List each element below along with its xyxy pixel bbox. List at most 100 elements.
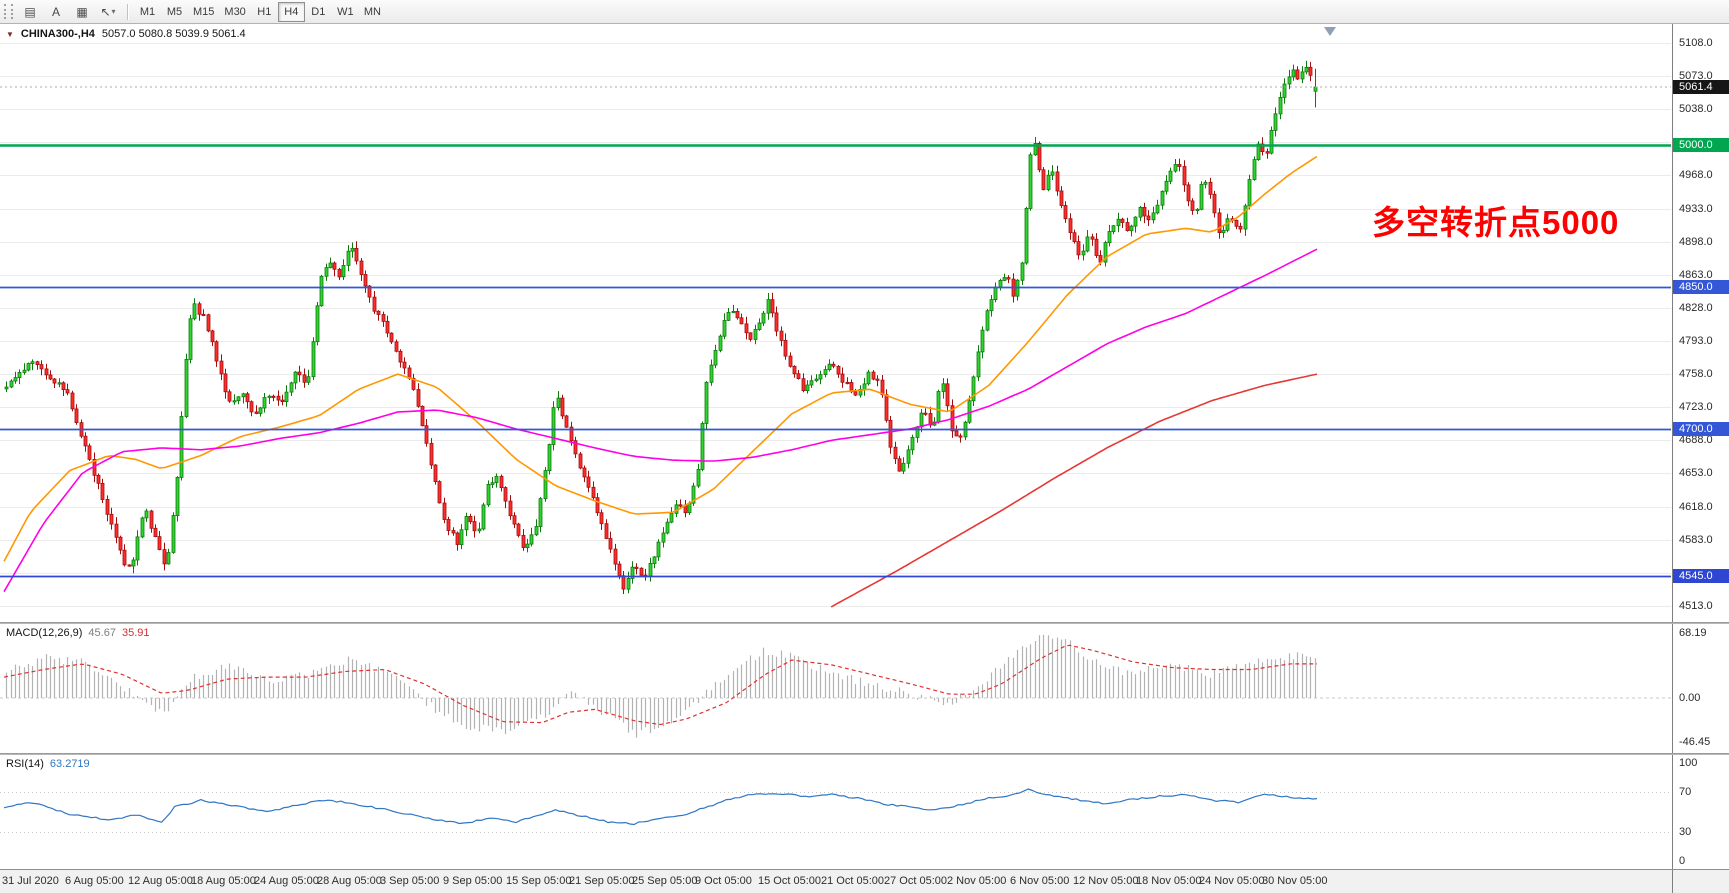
main-chart-panel: ▼ CHINA300-,H4 5057.0 5080.8 5039.9 5061… bbox=[0, 24, 1729, 622]
price-label: 4583.0 bbox=[1679, 533, 1713, 546]
time-label: 18 Aug 05:00 bbox=[191, 875, 256, 887]
tf-button-mn[interactable]: MN bbox=[359, 2, 386, 22]
time-label: 18 Nov 05:00 bbox=[1136, 875, 1202, 887]
time-label: 2 Nov 05:00 bbox=[947, 875, 1007, 887]
panel-splitter[interactable] bbox=[0, 753, 1729, 755]
rsi-scale-label: 30 bbox=[1679, 825, 1692, 838]
chart-annotation-text[interactable]: 多空转折点5000 bbox=[1372, 204, 1620, 241]
time-label: 24 Aug 05:00 bbox=[254, 875, 319, 887]
tf-button-m15[interactable]: M15 bbox=[188, 2, 219, 22]
level-price-badge: 4545.0 bbox=[1673, 568, 1729, 583]
price-label: 4618.0 bbox=[1679, 500, 1713, 513]
level-price-badge: 5000.0 bbox=[1673, 138, 1729, 153]
ohlc-values: 5057.0 5080.8 5039.9 5061.4 bbox=[101, 28, 246, 40]
chevron-down-icon: ▾ bbox=[111, 6, 116, 16]
rsi-scale-label: 70 bbox=[1679, 786, 1692, 799]
macd-panel: MACD(12,26,9) 45.67 35.91 68.19 0.00 -46.4… bbox=[0, 624, 1729, 753]
time-label: 31 Jul 2020 bbox=[2, 875, 59, 887]
macd-scale-label: 68.19 bbox=[1679, 627, 1707, 640]
price-label: 4688.0 bbox=[1679, 434, 1713, 447]
rsi-chart[interactable] bbox=[0, 755, 1671, 869]
macd-scale-label: -46.45 bbox=[1679, 736, 1711, 749]
toolbar-separator bbox=[127, 3, 128, 20]
chart-title: ▼ CHINA300-,H4 5057.0 5080.8 5039.9 5061… bbox=[6, 28, 246, 40]
macd-scale-label: 0.00 bbox=[1679, 691, 1701, 704]
toolbar-grip[interactable] bbox=[4, 4, 13, 19]
time-label: 6 Nov 05:00 bbox=[1010, 875, 1070, 887]
time-axis-corner bbox=[1672, 870, 1729, 893]
price-label: 4793.0 bbox=[1679, 334, 1713, 347]
rsi-plot[interactable]: RSI(14) 63.2719 bbox=[0, 755, 1672, 869]
tf-button-w1[interactable]: W1 bbox=[332, 2, 359, 22]
cursor-tool-button[interactable]: ↖ ▾ bbox=[96, 2, 120, 22]
text-label-button[interactable]: A bbox=[44, 2, 68, 22]
tf-button-m1[interactable]: M1 bbox=[134, 2, 161, 22]
rsi-label: RSI(14) 63.2719 bbox=[6, 758, 90, 770]
objects-icon: ▦ bbox=[76, 4, 88, 19]
level-price-badge: 4850.0 bbox=[1673, 280, 1729, 295]
objects-button[interactable]: ▦ bbox=[70, 2, 94, 22]
time-label: 15 Sep 05:00 bbox=[506, 875, 572, 887]
text-label-icon: A bbox=[51, 4, 60, 19]
tf-button-d1[interactable]: D1 bbox=[305, 2, 332, 22]
time-label: 15 Oct 05:00 bbox=[758, 875, 821, 887]
time-axis[interactable]: 31 Jul 2020 6 Aug 05:00 12 Aug 05:00 18 Aug… bbox=[0, 870, 1672, 893]
cursor-icon: ↖ bbox=[100, 4, 111, 19]
macd-label: MACD(12,26,9) 45.67 35.91 bbox=[6, 627, 149, 639]
macd-axis[interactable]: 68.19 0.00 -46.45 bbox=[1672, 624, 1729, 753]
price-label: 4513.0 bbox=[1679, 599, 1713, 612]
toolbar: ▤ A ▦ ↖ ▾ M1 M5 M15 M30 H1 H4 D1 W1 MN bbox=[0, 0, 1729, 24]
tf-button-m5[interactable]: M5 bbox=[161, 2, 188, 22]
rsi-panel: RSI(14) 63.2719 100 70 30 0 bbox=[0, 755, 1729, 869]
macd-plot[interactable]: MACD(12,26,9) 45.67 35.91 bbox=[0, 624, 1672, 753]
symbol-timeframe-label: CHINA300-,H4 bbox=[20, 28, 95, 40]
price-axis[interactable]: 5108.0 5073.0 5038.0 4968.0 4933.0 4898.0 4863… bbox=[1672, 24, 1729, 622]
rsi-name: RSI(14) bbox=[6, 758, 44, 770]
time-label: 27 Oct 05:00 bbox=[884, 875, 947, 887]
price-label: 5073.0 bbox=[1679, 70, 1713, 83]
time-label: 9 Sep 05:00 bbox=[443, 875, 503, 887]
macd-name: MACD(12,26,9) bbox=[6, 627, 83, 639]
macd-main-value: 45.67 bbox=[88, 627, 116, 639]
time-label: 12 Nov 05:00 bbox=[1073, 875, 1139, 887]
price-label: 4758.0 bbox=[1679, 368, 1713, 381]
time-label: 21 Oct 05:00 bbox=[821, 875, 884, 887]
price-label: 4968.0 bbox=[1679, 169, 1713, 182]
panel-splitter[interactable] bbox=[0, 622, 1729, 624]
macd-signal-value: 35.91 bbox=[121, 627, 150, 639]
time-label: 6 Aug 05:00 bbox=[65, 875, 124, 887]
price-label: 4898.0 bbox=[1679, 235, 1713, 248]
level-price-badge: 4700.0 bbox=[1673, 421, 1729, 436]
main-chart-plot[interactable]: ▼ CHINA300-,H4 5057.0 5080.8 5039.9 5061… bbox=[0, 24, 1672, 622]
tf-button-m30[interactable]: M30 bbox=[219, 2, 250, 22]
time-label: 21 Sep 05:00 bbox=[569, 875, 635, 887]
price-label: 5108.0 bbox=[1679, 36, 1713, 49]
price-label: 4828.0 bbox=[1679, 301, 1713, 314]
time-label: 24 Nov 05:00 bbox=[1199, 875, 1265, 887]
tf-button-h1[interactable]: H1 bbox=[251, 2, 278, 22]
time-axis-row: 31 Jul 2020 6 Aug 05:00 12 Aug 05:00 18 Aug… bbox=[0, 869, 1729, 893]
chart-grid-button[interactable]: ▤ bbox=[18, 2, 42, 22]
time-label: 30 Nov 05:00 bbox=[1262, 875, 1328, 887]
time-label: 12 Aug 05:00 bbox=[128, 875, 193, 887]
rsi-scale-label: 100 bbox=[1679, 757, 1698, 769]
price-label: 4653.0 bbox=[1679, 467, 1713, 480]
price-label: 5038.0 bbox=[1679, 103, 1713, 116]
rsi-value: 63.2719 bbox=[49, 758, 90, 770]
price-label: 4723.0 bbox=[1679, 401, 1713, 414]
macd-chart[interactable] bbox=[0, 624, 1671, 753]
rsi-axis[interactable]: 100 70 30 0 bbox=[1672, 755, 1729, 869]
timeframe-group: M1 M5 M15 M30 H1 H4 D1 W1 MN bbox=[134, 1, 386, 22]
time-label: 28 Aug 05:00 bbox=[317, 875, 382, 887]
price-label: 4933.0 bbox=[1679, 202, 1713, 215]
rsi-scale-label: 0 bbox=[1679, 855, 1686, 867]
tf-button-h4[interactable]: H4 bbox=[277, 1, 305, 22]
time-label: 3 Sep 05:00 bbox=[380, 875, 440, 887]
candlestick-chart[interactable] bbox=[0, 24, 1671, 622]
current-price-badge: 5061.4 bbox=[1673, 80, 1729, 95]
chart-grid-icon: ▤ bbox=[24, 4, 36, 19]
symbol-marker-icon: ▼ bbox=[6, 29, 14, 39]
time-label: 9 Oct 05:00 bbox=[695, 875, 752, 887]
price-label: 4863.0 bbox=[1679, 268, 1713, 281]
